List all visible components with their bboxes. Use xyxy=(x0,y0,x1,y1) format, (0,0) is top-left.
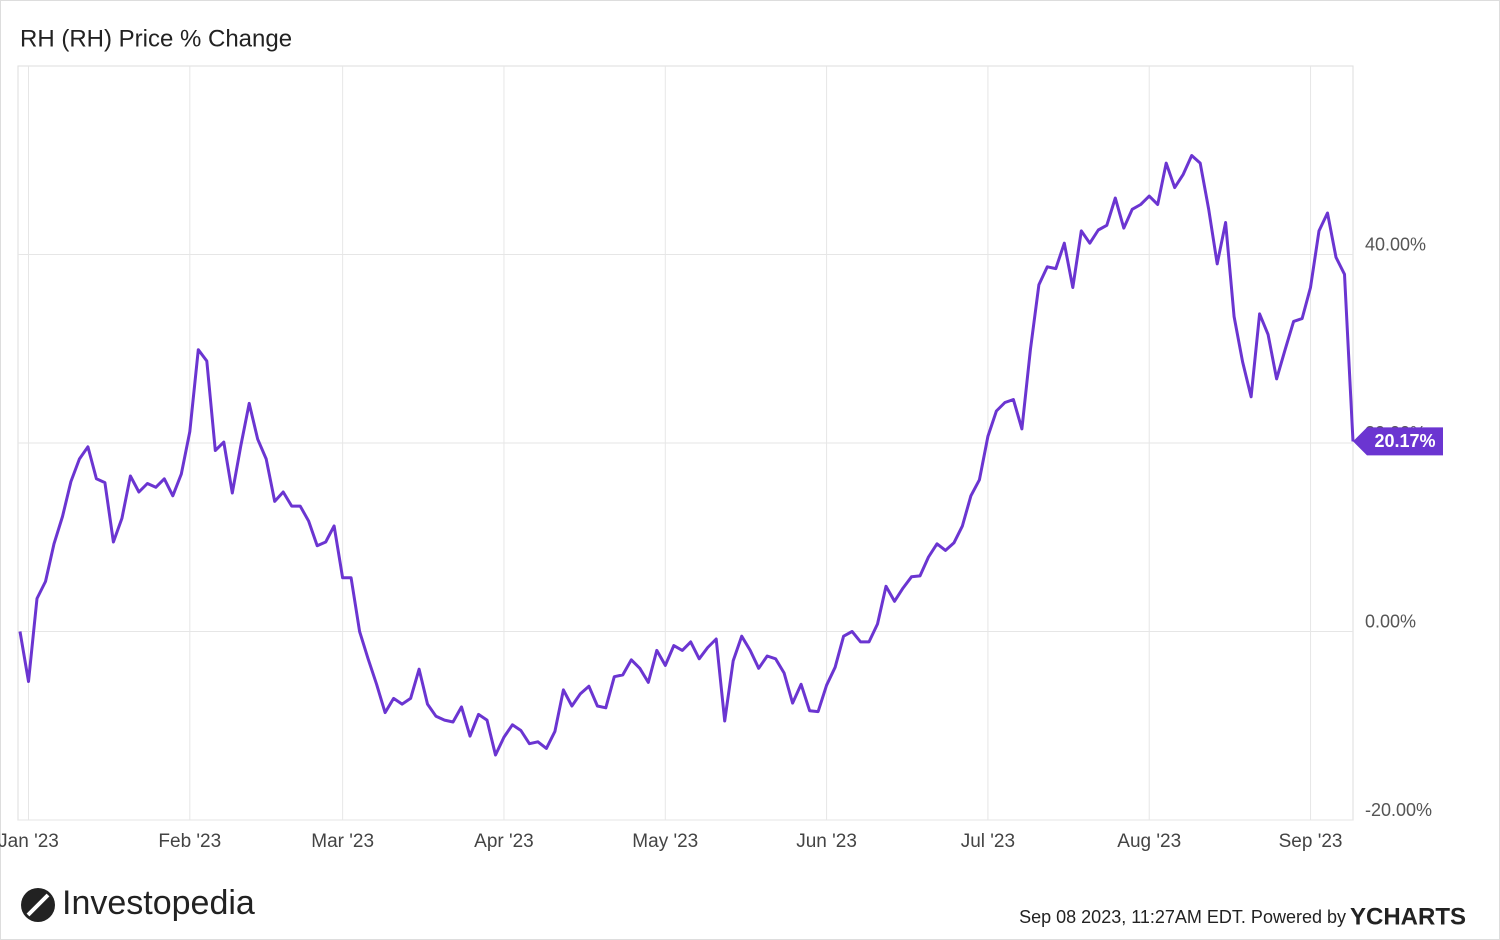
footer-brand: YCHARTS xyxy=(1350,903,1466,930)
chart-title: RH (RH) Price % Change xyxy=(20,25,292,52)
logo-slash xyxy=(26,893,50,917)
x-tick-label: Aug '23 xyxy=(1117,831,1181,852)
line xyxy=(18,154,1355,757)
x-tick-label: Jul '23 xyxy=(961,831,1015,852)
logo: Investopedia xyxy=(21,884,255,922)
x-tick-label: May '23 xyxy=(632,831,698,852)
x-tick-label: Mar '23 xyxy=(311,831,374,852)
x-tick-label: Jan '23 xyxy=(0,831,59,852)
value-label: 20.17% xyxy=(1374,431,1435,451)
y-tick-label: 40.00% xyxy=(1365,234,1426,254)
x-tick-label: Jun '23 xyxy=(796,831,857,852)
y-tick-label: -20.00% xyxy=(1365,800,1432,820)
x-tick-label: Apr '23 xyxy=(474,831,534,852)
brand: Investopedia xyxy=(62,884,255,922)
x-tick-label: Sep '23 xyxy=(1279,831,1343,852)
x-tick-label: Feb '23 xyxy=(158,831,221,852)
footer-text: Sep 08 2023, 11:27AM EDT. Powered by xyxy=(1019,907,1346,927)
value-tag xyxy=(1353,427,1443,456)
y-tick-label: 0.00% xyxy=(1365,611,1416,631)
